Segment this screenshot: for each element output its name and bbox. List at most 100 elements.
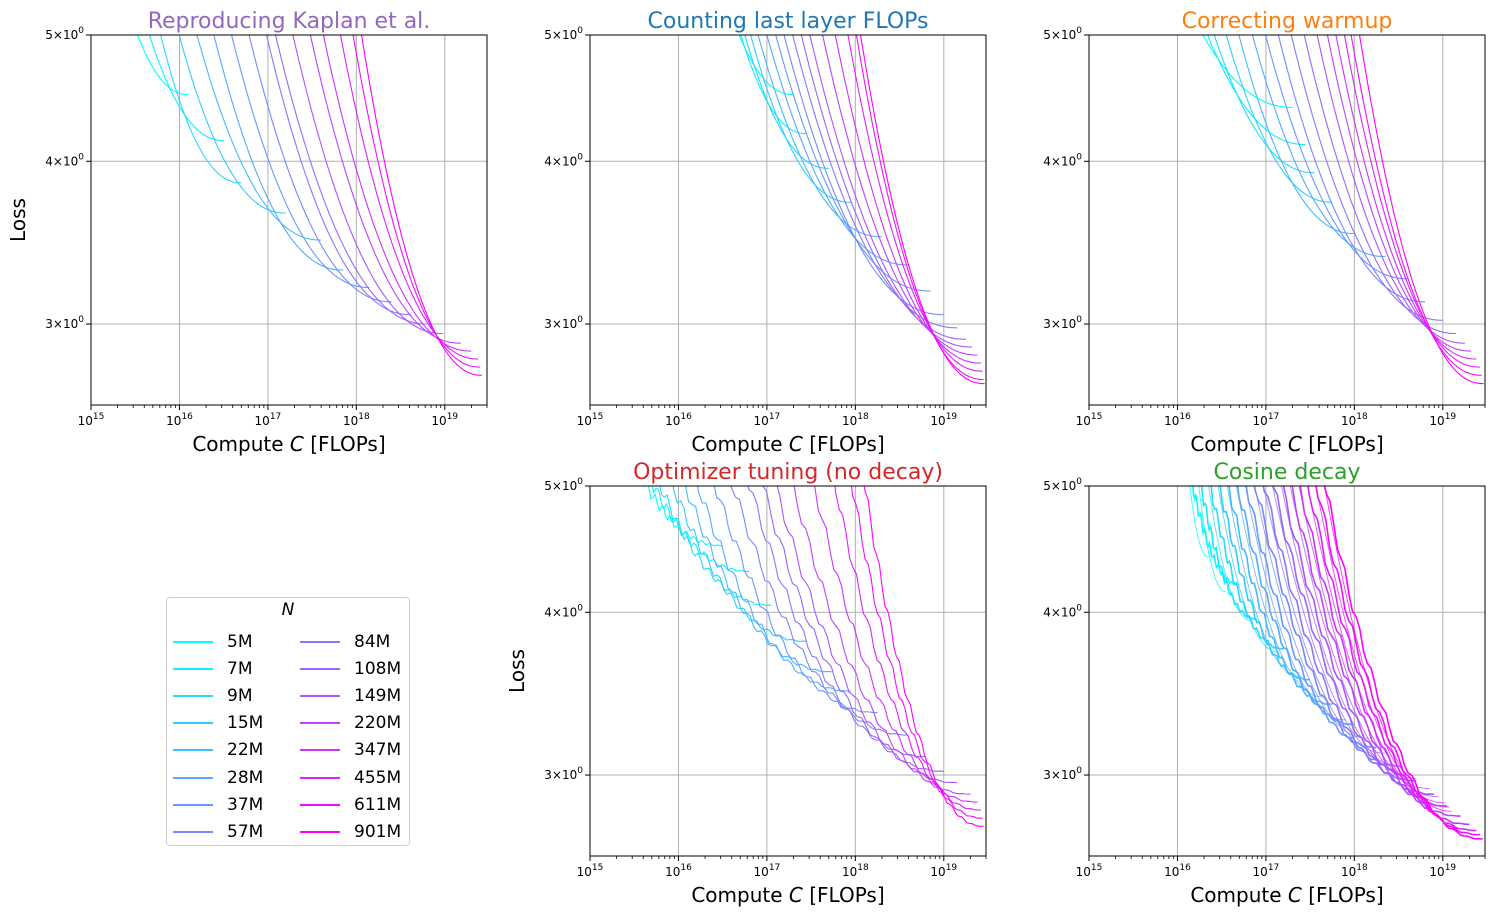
x-tick-label: 1016 xyxy=(665,412,692,428)
y-tick-label: 4×100 xyxy=(1043,152,1082,168)
chart-title: Counting last layer FLOPs xyxy=(648,9,929,34)
series-line-short-9M xyxy=(1208,486,1253,622)
series-line-611M xyxy=(1350,35,1482,376)
series-line-108M xyxy=(800,35,966,340)
legend-swatch xyxy=(300,830,340,833)
series-line-short-22M xyxy=(1226,486,1302,678)
legend-column-2: 84M 108M 149M 220M 347M 455M 611M 901M xyxy=(300,628,401,846)
series-line-347M xyxy=(834,35,981,364)
series-line-149M xyxy=(776,486,958,784)
legend-swatch xyxy=(173,667,213,670)
series-line-220M xyxy=(1326,35,1472,352)
series-line-37M xyxy=(775,35,931,292)
axes-frame xyxy=(589,485,987,857)
x-tick-label: 1017 xyxy=(754,863,781,879)
legend-label: 108M xyxy=(354,658,402,679)
x-axis-label: Compute C [FLOPs] xyxy=(1190,883,1383,907)
series-line-455M xyxy=(1307,486,1477,832)
legend-swatch xyxy=(173,722,213,725)
series-line-22M xyxy=(757,35,882,238)
series-line-57M xyxy=(1277,35,1426,303)
legend-swatch xyxy=(300,640,340,643)
series-line-611M xyxy=(855,35,984,381)
series-line-57M xyxy=(1253,486,1399,767)
y-axis-label: Loss xyxy=(505,649,529,693)
legend-item: 455M xyxy=(300,764,401,791)
series-line-15M xyxy=(672,486,807,642)
y-tick-label: 5×100 xyxy=(1043,477,1082,493)
legend-label: 22M xyxy=(227,740,264,761)
legend-swatch xyxy=(300,776,340,779)
legend-item: 347M xyxy=(300,737,401,764)
chart-title: Reproducing Kaplan et al. xyxy=(148,9,431,34)
axes-frame xyxy=(1088,34,1486,406)
y-tick-label: 3×100 xyxy=(544,766,583,782)
x-tick-label: 1019 xyxy=(930,863,957,879)
legend-swatch xyxy=(173,749,213,752)
x-tick-label: 1017 xyxy=(1253,412,1280,428)
series-line-28M xyxy=(766,35,909,266)
series-line-28M xyxy=(1251,35,1386,258)
x-tick-label: 1019 xyxy=(930,412,957,428)
y-tick-label: 5×100 xyxy=(544,26,583,42)
series-line-220M xyxy=(822,35,978,356)
chart-title: Optimizer tuning (no decay) xyxy=(633,460,943,485)
x-axis-label: Compute C [FLOPs] xyxy=(1190,432,1383,456)
series-line-22M xyxy=(685,486,834,673)
legend-item: 149M xyxy=(300,682,401,709)
axes-frame xyxy=(1088,485,1486,857)
chart-panel-3: Correcting warmup 1015 1016 1017 1018 1019 5×1… xyxy=(1043,9,1486,456)
y-tick-label: 3×100 xyxy=(1043,766,1082,782)
series-line-901M xyxy=(1358,35,1484,385)
x-tick-label: 1015 xyxy=(1076,412,1103,428)
x-tick-label: 1018 xyxy=(842,412,869,428)
chart-panel-2: Counting last layer FLOPs 1015 1016 1017 101… xyxy=(544,9,987,456)
series-line-37M xyxy=(713,486,878,714)
series-line-901M xyxy=(863,486,984,827)
legend-item: 84M xyxy=(300,628,401,655)
series-line-short-7M xyxy=(1198,486,1227,593)
series-group xyxy=(738,35,985,385)
legend-label: 9M xyxy=(227,685,253,706)
y-tick-label: 4×100 xyxy=(45,152,84,168)
x-tick-label: 1016 xyxy=(665,863,692,879)
legend-item: 57M xyxy=(173,818,263,845)
legend-item: 22M xyxy=(173,737,263,764)
series-line-37M xyxy=(231,35,370,289)
series-line-347M xyxy=(1335,35,1477,360)
series-line-455M xyxy=(834,486,981,811)
legend-label: 15M xyxy=(227,713,264,734)
legend-item: 611M xyxy=(300,791,401,818)
legend-swatch xyxy=(300,694,340,697)
chart-panel-1: Reproducing Kaplan et al. 1015 1016 1017 101… xyxy=(6,9,488,456)
x-tick-label: 1018 xyxy=(842,863,869,879)
series-line-347M xyxy=(322,35,472,352)
series-line-901M xyxy=(361,35,482,376)
series-line-5M xyxy=(1202,35,1293,108)
legend-label: 37M xyxy=(227,794,264,815)
series-line-short-901M xyxy=(1324,486,1452,812)
x-tick-label: 1017 xyxy=(754,412,781,428)
series-group xyxy=(1202,35,1484,385)
axes-frame xyxy=(90,34,488,406)
y-tick-label: 5×100 xyxy=(45,26,84,42)
y-tick-label: 3×100 xyxy=(45,315,84,331)
series-line-37M xyxy=(1264,35,1408,280)
legend-swatch xyxy=(173,776,213,779)
x-axis-label: Compute C [FLOPs] xyxy=(691,883,884,907)
legend-label: 7M xyxy=(227,658,253,679)
legend-swatch xyxy=(173,830,213,833)
series-line-9M xyxy=(160,35,242,184)
y-tick-label: 4×100 xyxy=(544,603,583,619)
y-tick-label: 5×100 xyxy=(544,477,583,493)
chart-panel-4: Optimizer tuning (no decay) 1015 1016 1017 1… xyxy=(505,460,987,907)
series-line-5M xyxy=(643,486,723,547)
series-line-455M xyxy=(1343,35,1480,368)
series-group xyxy=(136,35,482,376)
series-line-22M xyxy=(196,35,322,241)
series-line-149M xyxy=(809,35,973,348)
x-tick-label: 1016 xyxy=(1164,863,1191,879)
legend-item: 7M xyxy=(173,655,263,682)
legend-item: 9M xyxy=(173,682,263,709)
